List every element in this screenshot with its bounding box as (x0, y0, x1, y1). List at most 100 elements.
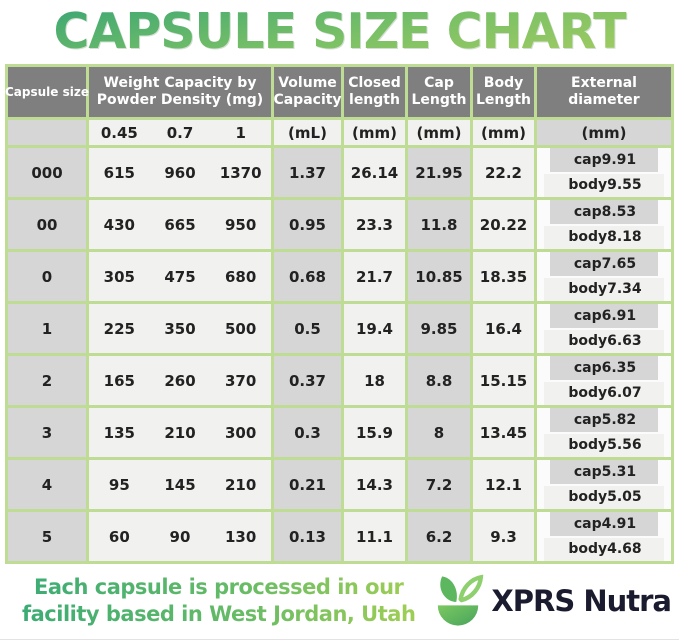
closed-length-cell: 23.3 (344, 200, 405, 249)
volume-capacity-cell: 0.5 (274, 304, 341, 353)
cap-diameter-value: 4.91 (601, 515, 637, 532)
capsule-size-cell: 5 (8, 512, 86, 561)
weight-at-07: 350 (164, 319, 196, 338)
body-label: body (568, 437, 608, 454)
cap-label: cap (573, 255, 602, 272)
weight-capacity-cell: 225 350 500 (89, 304, 271, 353)
table-row: 3 135 210 300 0.3 15.9 8 13.45 cap 5.82 … (8, 408, 671, 457)
external-diameter-cell: cap 5.82 body 5.56 (537, 408, 671, 457)
weight-at-045: 430 (103, 215, 135, 234)
capsule-size-cell: 3 (8, 408, 86, 457)
external-diameter-cell: cap 6.35 body 6.07 (537, 356, 671, 405)
cap-length-cell: 8 (408, 408, 470, 457)
body-length-cell: 18.35 (473, 252, 534, 301)
cap-length-cell: 7.2 (408, 460, 470, 509)
brand-logo: XPRS Nutra (431, 572, 672, 630)
body-length-cell: 12.1 (473, 460, 534, 509)
volume-capacity-cell: 0.37 (274, 356, 341, 405)
weight-at-1: 370 (225, 371, 257, 390)
external-cap-row: cap 4.91 (549, 512, 659, 536)
body-label: body (568, 229, 608, 246)
body-label: body (568, 385, 608, 402)
units-cap-length: (mm) (408, 120, 470, 145)
volume-capacity-cell: 0.3 (274, 408, 341, 457)
cap-length-cell: 6.2 (408, 512, 470, 561)
cap-diameter-value: 6.35 (601, 359, 637, 376)
external-diameter-cell: cap 7.65 body 7.34 (537, 252, 671, 301)
density-07: 0.7 (166, 123, 194, 142)
footer-tagline: Each capsule is processed in our facilit… (8, 574, 429, 629)
footer: Each capsule is processed in our facilit… (0, 572, 679, 630)
units-body-length: (mm) (473, 120, 534, 145)
units-densities: 0.45 0.7 1 (89, 120, 271, 145)
closed-length-cell: 18 (344, 356, 405, 405)
weight-at-1: 210 (225, 475, 257, 494)
external-cap-row: cap 7.65 (549, 252, 659, 276)
col-header-closed-length: Closed length (344, 67, 405, 117)
table-row: 00 430 665 950 0.95 23.3 11.8 20.22 cap … (8, 200, 671, 249)
cap-label: cap (573, 463, 602, 480)
weight-at-045: 305 (103, 267, 135, 286)
body-diameter-value: 4.68 (607, 541, 642, 558)
body-diameter-value: 8.18 (607, 229, 642, 246)
body-diameter-value: 6.63 (607, 333, 642, 350)
col-header-weight-capacity: Weight Capacity by Powder Density (mg) (89, 67, 271, 117)
external-diameter-cell: cap 8.53 body 8.18 (537, 200, 671, 249)
weight-capacity-cell: 95 145 210 (89, 460, 271, 509)
body-length-cell: 15.15 (473, 356, 534, 405)
capsule-size-cell: 0 (8, 252, 86, 301)
table-header-row: Capsule size Weight Capacity by Powder D… (5, 67, 671, 117)
body-diameter-value: 6.07 (607, 385, 642, 402)
cap-label: cap (573, 515, 602, 532)
closed-length-cell: 15.9 (344, 408, 405, 457)
capsule-size-cell: 000 (8, 148, 86, 197)
density-045: 0.45 (100, 123, 138, 142)
external-diameter-cell: cap 5.31 body 5.05 (537, 460, 671, 509)
external-cap-row: cap 6.35 (549, 356, 659, 380)
cap-length-cell: 8.8 (408, 356, 470, 405)
cap-diameter-value: 5.31 (601, 463, 637, 480)
weight-at-045: 615 (103, 163, 135, 182)
volume-capacity-cell: 0.95 (274, 200, 341, 249)
cap-diameter-value: 8.53 (601, 203, 637, 220)
body-label: body (568, 177, 608, 194)
external-cap-row: cap 5.82 (549, 408, 659, 432)
weight-capacity-cell: 430 665 950 (89, 200, 271, 249)
body-label: body (568, 333, 608, 350)
weight-at-045: 95 (108, 475, 130, 494)
weight-at-1: 680 (225, 267, 257, 286)
weight-at-1: 130 (225, 527, 257, 546)
table-row: 2 165 260 370 0.37 18 8.8 15.15 cap 6.35… (8, 356, 671, 405)
external-cap-row: cap 5.31 (549, 460, 659, 484)
weight-at-1: 1370 (219, 163, 262, 182)
page-title: CAPSULE SIZE CHART (0, 2, 679, 62)
weight-at-07: 260 (164, 371, 196, 390)
cap-length-cell: 9.85 (408, 304, 470, 353)
table-row: 4 95 145 210 0.21 14.3 7.2 12.1 cap 5.31… (8, 460, 671, 509)
external-diameter-cell: cap 4.91 body 4.68 (537, 512, 671, 561)
weight-at-1: 500 (225, 319, 257, 338)
table-row: 5 60 90 130 0.13 11.1 6.2 9.3 cap 4.91 b… (8, 512, 671, 561)
body-label: body (568, 541, 608, 558)
table-row: 1 225 350 500 0.5 19.4 9.85 16.4 cap 6.9… (8, 304, 671, 353)
body-length-cell: 22.2 (473, 148, 534, 197)
closed-length-cell: 19.4 (344, 304, 405, 353)
external-body-row: body 5.05 (544, 485, 664, 509)
external-body-row: body 9.55 (544, 173, 664, 197)
table-row: 000 615 960 1370 1.37 26.14 21.95 22.2 c… (8, 148, 671, 197)
col-header-cap-length: Cap Length (408, 67, 470, 117)
weight-at-07: 665 (164, 215, 196, 234)
units-closed-length: (mm) (344, 120, 405, 145)
weight-at-045: 165 (103, 371, 135, 390)
cap-label: cap (573, 307, 602, 324)
closed-length-cell: 21.7 (344, 252, 405, 301)
external-body-row: body 5.56 (544, 433, 664, 457)
col-header-body-length: Body Length (473, 67, 534, 117)
volume-capacity-cell: 0.68 (274, 252, 341, 301)
leaf-bowl-icon (438, 574, 484, 626)
capsule-size-cell: 1 (8, 304, 86, 353)
body-label: body (568, 489, 608, 506)
tagline-line-2: facility based in West Jordan, Utah (22, 602, 416, 626)
volume-capacity-cell: 1.37 (274, 148, 341, 197)
